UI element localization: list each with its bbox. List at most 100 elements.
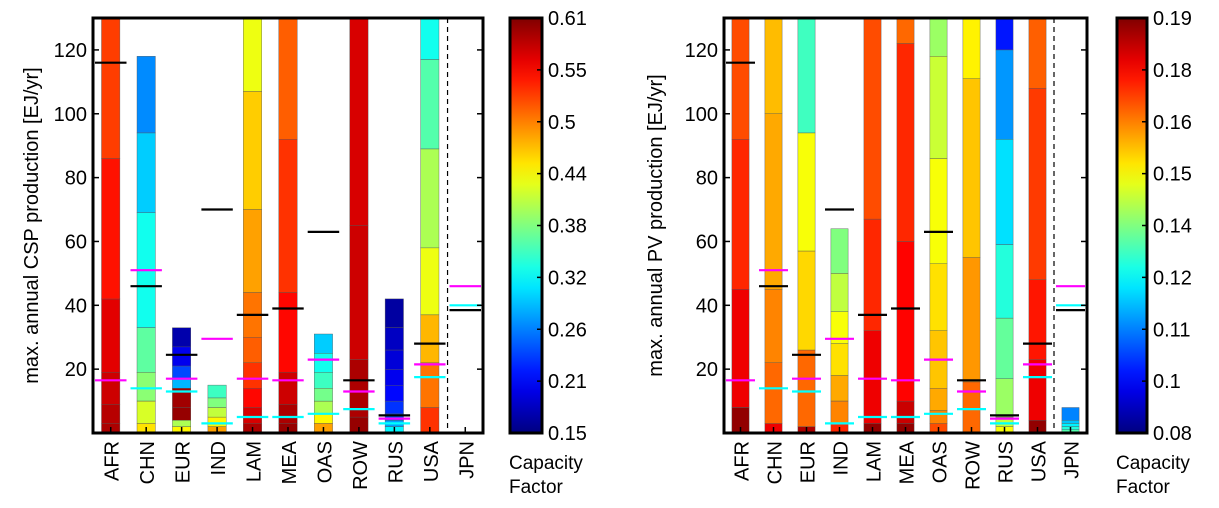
colorbar-label: Factor — [1116, 477, 1171, 498]
bar-segment — [995, 49, 1014, 140]
x-tick-label-chn: CHN — [137, 441, 159, 484]
bar-segment — [995, 244, 1014, 319]
bar-segment — [830, 400, 849, 424]
colorbar-tick-label: 0.15 — [1153, 164, 1192, 186]
bar-segment — [731, 17, 750, 140]
x-tick-label-jpn: JPN — [456, 441, 478, 479]
bar-segment — [243, 388, 262, 408]
bar-segment — [172, 378, 191, 389]
bar-segment — [962, 17, 981, 79]
x-tick-label-oas: OAS — [930, 441, 952, 483]
bar-segment — [420, 17, 440, 60]
bar-segment — [314, 353, 333, 373]
x-tick-label-afr: AFR — [102, 441, 124, 481]
colorbar-tick-label: 0.1 — [1153, 371, 1181, 393]
x-tick-label-rus: RUS — [385, 441, 407, 483]
bar-segment — [896, 43, 915, 242]
bar-segment — [731, 139, 750, 290]
bar-segment — [207, 384, 227, 399]
bar-segment — [136, 132, 156, 213]
bar-segment — [863, 17, 882, 220]
bar-segment — [962, 257, 981, 383]
y-tick-label: 40 — [65, 295, 87, 317]
bar-segment — [797, 250, 816, 351]
bar-segment — [278, 17, 298, 140]
colorbar-tick-label: 0.26 — [548, 319, 587, 341]
bar-segment — [207, 416, 227, 427]
csp-panel: 20 40 60 80 100 120 max. annual CSP production… — [21, 8, 587, 498]
bar-segment — [384, 369, 404, 386]
bar-segment — [929, 17, 948, 57]
bar-segment — [314, 413, 333, 424]
bar-segment — [243, 337, 262, 363]
y-tick-label: 100 — [685, 104, 718, 126]
x-tick-label-oas: OAS — [314, 441, 336, 483]
bar-segment — [896, 400, 915, 424]
bar-segment — [420, 59, 440, 150]
bar-segment — [314, 400, 333, 415]
bar-segment — [1028, 87, 1047, 280]
bar-segment — [995, 139, 1014, 245]
colorbar-tick-label: 0.08 — [1153, 423, 1192, 445]
bar-segment — [830, 228, 849, 274]
bar-segment — [101, 372, 121, 405]
bar-segment — [797, 17, 816, 134]
colorbar-tick-label: 0.44 — [548, 164, 587, 186]
bar-segment — [172, 420, 191, 427]
bar-segment — [278, 372, 298, 405]
bar-segment — [207, 407, 227, 418]
colorbar-tick-label: 0.16 — [1153, 112, 1192, 134]
colorbar-tick-label: 0.55 — [548, 60, 587, 82]
y-tick-label: 40 — [696, 295, 718, 317]
bar-segment — [764, 289, 783, 363]
bar-segment — [995, 378, 1014, 418]
bar-segment — [863, 330, 882, 424]
bar-segment — [243, 17, 262, 92]
colorbar-tick-label: 0.12 — [1153, 267, 1192, 289]
x-tick-label-ind: IND — [831, 441, 853, 475]
bar-segment — [962, 381, 981, 434]
bar-segment — [101, 404, 121, 424]
bar-segment — [384, 400, 404, 415]
bar-segment — [314, 388, 333, 402]
x-tick-label-ind: IND — [208, 441, 230, 475]
colorbar-tick-label: 0.18 — [1153, 60, 1192, 82]
bar-segment — [929, 388, 948, 411]
bar-segment — [962, 78, 981, 258]
bar-segment — [136, 400, 156, 424]
bar-segment — [136, 327, 156, 373]
colorbar-tick-label: 0.15 — [548, 423, 587, 445]
colorbar-tick-label: 0.19 — [1153, 8, 1192, 30]
bar-segment — [995, 17, 1014, 51]
bar-segment — [797, 132, 816, 252]
bar-segment — [243, 362, 262, 389]
bar-segment — [278, 404, 298, 424]
bar-segment — [172, 407, 191, 421]
y-tick-label: 20 — [696, 359, 718, 381]
x-tick-label-mea: MEA — [279, 440, 301, 484]
colorbar-tick-label: 0.11 — [1153, 319, 1190, 341]
y-tick-label: 60 — [65, 231, 87, 253]
x-tick-label-usa: USA — [1029, 440, 1051, 482]
bar-segment — [929, 410, 948, 424]
x-tick-label-lam: LAM — [244, 441, 266, 482]
bar-segment — [830, 343, 849, 376]
bar-segment — [420, 314, 440, 363]
bar-segment — [349, 225, 369, 360]
bar-segment — [384, 384, 404, 402]
colorbar-label: Capacity — [509, 453, 583, 474]
y-tick-label: 80 — [65, 168, 87, 190]
colorbar-tick-label: 0.14 — [1153, 216, 1192, 238]
colorbar-tick-label: 0.32 — [548, 267, 587, 289]
bar-segment — [101, 17, 121, 159]
x-tick-label-jpn: JPN — [1062, 441, 1084, 479]
bar-segment — [314, 333, 333, 354]
bar-segment — [349, 17, 369, 226]
x-tick-label-mea: MEA — [897, 440, 919, 484]
bar-segment — [207, 397, 227, 408]
bar-segment — [764, 362, 783, 424]
bar-segment — [278, 292, 298, 373]
x-tick-label-row: ROW — [350, 441, 372, 490]
bar-segment — [1061, 423, 1080, 427]
